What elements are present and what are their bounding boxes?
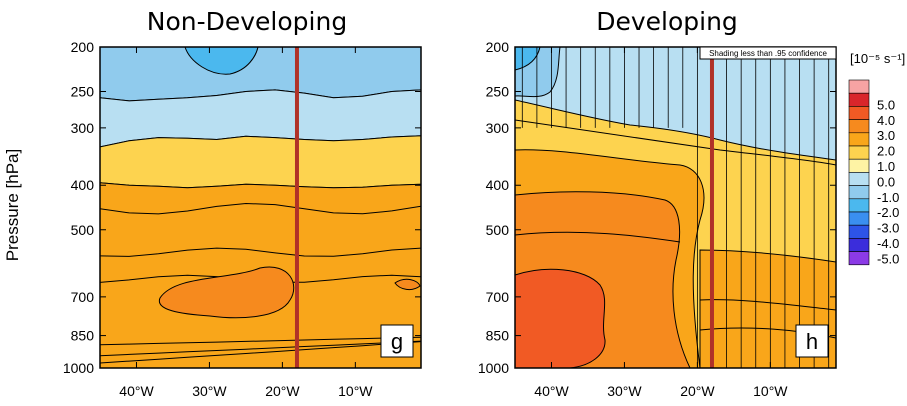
- panel-non-developing: Non-Developing 40°W 30°W 20°W 10°W 200 250 300…: [3, 7, 422, 399]
- colorbar-label: -4.0: [877, 236, 899, 251]
- colorbar-swatch: [848, 79, 870, 94]
- y-tick-label: 400: [486, 177, 510, 193]
- colorbar-swatch: [848, 185, 870, 200]
- y-tick-label: 1000: [63, 360, 94, 376]
- x-tick-label: 40°W: [534, 383, 569, 399]
- axes: 40°W 30°W 20°W 10°W 200 250 300 400 500 700 850 100…: [478, 39, 836, 399]
- colorbar-label: 2.0: [877, 144, 895, 159]
- y-tick-label: 200: [486, 39, 510, 55]
- contour-band: [515, 268, 606, 368]
- colorbar-label: -5.0: [877, 251, 899, 266]
- colorbar-swatch: [848, 211, 870, 226]
- colorbar-label: -3.0: [877, 221, 899, 236]
- y-tick-label: 200: [71, 39, 95, 55]
- contour-band: [100, 135, 421, 189]
- y-tick-label: 400: [71, 177, 95, 193]
- colorbar-swatch: [848, 158, 870, 173]
- contour-blob: [184, 47, 259, 75]
- confidence-note-box: [699, 46, 837, 60]
- y-tick-label: 850: [71, 328, 95, 344]
- y-tick-label: 700: [71, 289, 95, 305]
- colorbar-label: -2.0: [877, 205, 899, 220]
- colorbar-swatch: [848, 238, 870, 252]
- y-tick-label: 300: [71, 120, 95, 136]
- y-tick-label: 1000: [478, 360, 509, 376]
- plot-frame: [514, 46, 837, 369]
- contour-line: [100, 340, 421, 357]
- colorbar-label: 4.0: [877, 113, 895, 128]
- plot-frame: [99, 46, 422, 369]
- y-axis-label: Pressure [hPa]: [3, 149, 22, 261]
- x-tick-label: 10°W: [338, 383, 373, 399]
- colorbar-swatch: [848, 106, 870, 120]
- plot-area: [515, 47, 836, 368]
- x-tick-label: 40°W: [119, 383, 154, 399]
- panel-label: h: [806, 329, 818, 354]
- x-tick-label: 20°W: [265, 383, 300, 399]
- y-tick-label: 500: [486, 222, 510, 238]
- y-tick-label: 250: [486, 84, 510, 100]
- contour-line: [515, 119, 836, 166]
- colorbar-swatch: [848, 251, 870, 266]
- plot-area: [100, 47, 421, 368]
- chart-title: Non-Developing: [147, 7, 347, 36]
- colorbar-unit: [10⁻⁵ s⁻¹]: [850, 51, 905, 66]
- y-tick-label: 500: [71, 222, 95, 238]
- colorbar-label: 3.0: [877, 128, 895, 143]
- colorbar: [10⁻⁵ s⁻¹] 5.04.03.02.01.00.0-1.0-2.0-3.…: [848, 51, 905, 266]
- y-tick-label: 250: [71, 84, 95, 100]
- colorbar-swatch: [848, 224, 870, 239]
- x-tick-label: 20°W: [680, 383, 715, 399]
- colorbar-label: -1.0: [877, 190, 899, 205]
- x-tick-label: 30°W: [192, 383, 227, 399]
- colorbar-label: 0.0: [877, 174, 895, 189]
- colorbar-label: 1.0: [877, 159, 895, 174]
- x-tick-label: 10°W: [753, 383, 788, 399]
- confidence-note: Shading less than .95 confidence: [709, 49, 827, 58]
- y-tick-label: 700: [486, 289, 510, 305]
- colorbar-label: 5.0: [877, 97, 895, 112]
- colorbar-swatch: [848, 198, 870, 213]
- colorbar-swatch: [848, 145, 870, 160]
- contour-line: [100, 336, 421, 346]
- contour-line: [100, 247, 421, 257]
- panel-developing: Developing 40°W 30°W 20°W 10°W 200 250 300 400 5…: [478, 7, 837, 399]
- contour-blob: [158, 266, 295, 319]
- colorbar-swatch: [848, 92, 870, 107]
- colorbar-swatch: [848, 132, 870, 147]
- contour-blob: [394, 278, 421, 291]
- axes: 40°W 30°W 20°W 10°W 200 250 300 400 500 700 850 100…: [63, 39, 421, 399]
- panel-label-box: [795, 324, 829, 358]
- contour-line: [100, 202, 421, 215]
- panel-label: g: [391, 329, 403, 354]
- chart-title: Developing: [596, 7, 738, 36]
- x-tick-label: 30°W: [607, 383, 642, 399]
- y-tick-label: 850: [486, 328, 510, 344]
- contour-line: [100, 341, 421, 364]
- contour-line: [515, 231, 681, 243]
- y-tick-label: 300: [486, 120, 510, 136]
- panel-label-box: [380, 324, 414, 358]
- colorbar-swatch: [848, 119, 870, 134]
- colorbar-swatch: [848, 172, 870, 186]
